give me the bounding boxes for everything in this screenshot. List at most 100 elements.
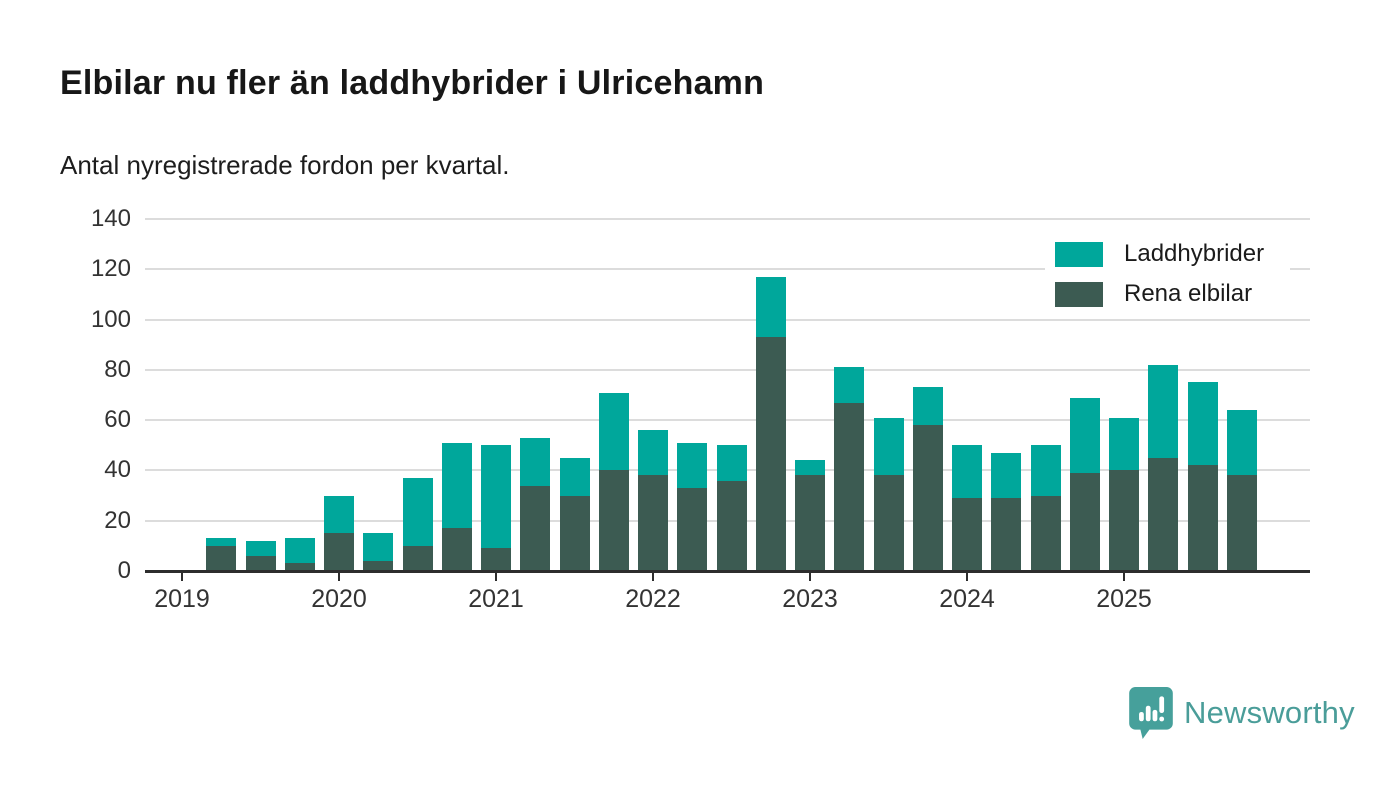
x-axis-tick (1123, 572, 1125, 581)
bar-2020Q1 (324, 495, 354, 571)
bar-segment-rena-elbilar (1187, 465, 1218, 571)
bar-2019Q3 (245, 540, 276, 571)
bar-segment-rena-elbilar (520, 485, 551, 571)
page-subtitle: Antal nyregistrerade fordon per kvartal. (60, 150, 510, 180)
y-axis-label: 0 (117, 557, 131, 584)
bar-segment-laddhybrider (441, 442, 472, 529)
bar-2024Q2 (991, 452, 1022, 571)
bar-2024Q1 (952, 445, 982, 571)
plot-area: 0 20 40 60 80 100 120 140 2019 2020 2021 2022 2023 20… (91, 207, 1310, 613)
bar-segment-laddhybrider (1069, 397, 1100, 473)
legend-label: Rena elbilar (1124, 280, 1253, 307)
gridline (145, 419, 1310, 422)
newsworthy-bubble-icon (1129, 687, 1173, 739)
x-axis-label: 2025 (1096, 585, 1152, 613)
bar-2025Q3 (1187, 382, 1218, 571)
bar-2023Q4 (912, 387, 943, 571)
y-axis-label: 60 (104, 406, 131, 434)
bar-segment-rena-elbilar (677, 488, 708, 571)
y-axis-label: 80 (104, 355, 131, 383)
bar-segment-laddhybrider (834, 367, 865, 403)
gridline (145, 368, 1310, 371)
bar-segment-laddhybrider (284, 538, 315, 564)
x-axis-line (145, 570, 1310, 573)
bar-2023Q1 (795, 460, 825, 571)
bar-segment-laddhybrider (638, 430, 668, 476)
bar-segment-laddhybrider (1030, 445, 1061, 496)
bar-segment-rena-elbilar (206, 545, 237, 571)
newsworthy-wordmark: Newsworthy (1184, 695, 1355, 730)
bar-segment-laddhybrider (1148, 364, 1179, 458)
page-title: Elbilar nu fler än laddhybrider i Ulrice… (60, 64, 765, 102)
bar-segment-rena-elbilar (245, 555, 276, 571)
bar-2019Q4 (284, 538, 315, 571)
x-axis-tick (338, 572, 340, 581)
x-axis-tick (652, 572, 654, 581)
x-axis-label: 2022 (625, 585, 681, 613)
bar-segment-rena-elbilar (1109, 470, 1139, 571)
bar-2022Q4 (755, 276, 786, 571)
bar-segment-laddhybrider (324, 495, 354, 534)
bar-2021Q1 (481, 445, 511, 571)
legend-swatch-rena-elbilar (1055, 281, 1103, 307)
y-axis-label: 140 (90, 205, 131, 232)
gridline (145, 268, 1310, 271)
x-axis-label: 2021 (468, 585, 524, 613)
bar-2023Q3 (873, 417, 904, 571)
legend-item: Laddhybrider (1055, 240, 1264, 268)
y-axis-label: 40 (104, 456, 131, 484)
bar-segment-laddhybrider (481, 445, 511, 549)
bar-segment-laddhybrider (677, 442, 708, 489)
bar-segment-laddhybrider (1109, 417, 1139, 471)
bar-segment-rena-elbilar (834, 402, 865, 571)
bar-segment-rena-elbilar (1226, 475, 1257, 571)
bar-segment-laddhybrider (952, 445, 982, 499)
x-axis-tick (809, 572, 811, 581)
bar-2024Q4 (1069, 397, 1100, 571)
bar-2025Q4 (1226, 410, 1257, 571)
bar-2020Q3 (402, 477, 433, 571)
bar-segment-rena-elbilar (402, 545, 433, 571)
bar-2020Q2 (363, 533, 394, 571)
bar-2019Q2 (206, 538, 237, 571)
y-axis-label: 100 (90, 305, 131, 333)
y-axis-label: 120 (90, 255, 131, 283)
bar-segment-laddhybrider (520, 437, 551, 486)
bar-segment-laddhybrider (991, 452, 1022, 499)
bar-2020Q4 (441, 442, 472, 571)
newsworthy-logo: Newsworthy (1128, 686, 1355, 740)
x-axis-label: 2024 (939, 585, 995, 613)
bar-segment-laddhybrider (245, 540, 276, 556)
bar-segment-rena-elbilar (284, 563, 315, 571)
bar-segment-rena-elbilar (755, 337, 786, 571)
legend-item: Rena elbilar (1055, 280, 1264, 308)
bar-segment-rena-elbilar (559, 495, 590, 571)
bar-2025Q1 (1109, 417, 1139, 571)
bar-segment-laddhybrider (716, 445, 747, 481)
legend-swatch-laddhybrider (1055, 241, 1103, 267)
bar-segment-laddhybrider (363, 533, 394, 561)
bar-segment-laddhybrider (559, 457, 590, 496)
bar-segment-rena-elbilar (1030, 495, 1061, 571)
x-axis-label: 2019 (154, 585, 210, 613)
bar-segment-rena-elbilar (952, 498, 982, 571)
bar-segment-laddhybrider (206, 538, 237, 546)
bar-segment-laddhybrider (402, 477, 433, 546)
bar-2025Q2 (1148, 364, 1179, 571)
bar-segment-rena-elbilar (1069, 472, 1100, 571)
bar-segment-laddhybrider (795, 460, 825, 476)
bar-segment-rena-elbilar (1148, 457, 1179, 571)
bar-segment-rena-elbilar (795, 475, 825, 571)
bar-2021Q4 (598, 392, 629, 571)
bar-2024Q3 (1030, 445, 1061, 571)
bar-segment-rena-elbilar (441, 528, 472, 571)
legend: Laddhybrider Rena elbilar (1045, 236, 1291, 314)
bar-segment-laddhybrider (912, 387, 943, 426)
bar-segment-rena-elbilar (363, 560, 394, 571)
bar-segment-laddhybrider (1226, 410, 1257, 476)
bar-segment-rena-elbilar (873, 475, 904, 571)
x-axis-tick (181, 572, 183, 581)
bar-segment-rena-elbilar (716, 480, 747, 571)
gridline (145, 318, 1310, 321)
